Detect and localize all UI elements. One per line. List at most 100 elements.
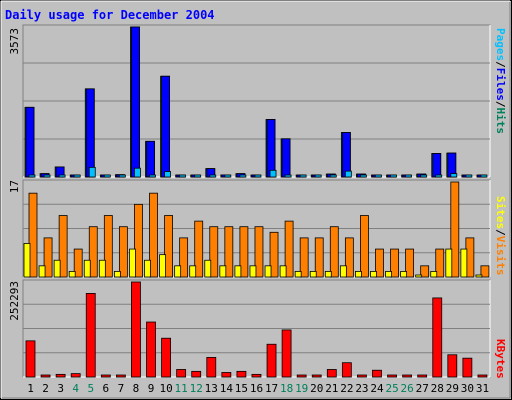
- files-bar: [25, 106, 35, 178]
- visits-bar: [269, 231, 279, 278]
- visits-bar: [480, 265, 490, 278]
- sites-bar: [370, 271, 377, 278]
- files-bar: [131, 26, 140, 178]
- pages-bar: [149, 174, 156, 178]
- sites-bar: [159, 254, 166, 278]
- kbytes-bar: [296, 374, 307, 378]
- kbytes-bar: [100, 374, 111, 378]
- panel-visits: [22, 179, 491, 278]
- sites-bar: [174, 265, 182, 278]
- files-bar: [161, 75, 170, 178]
- pages-bar: [360, 174, 367, 178]
- pages-bar: [284, 174, 292, 178]
- x-tick-label: 29: [446, 382, 459, 395]
- files-bar: [281, 138, 291, 178]
- sites-bar: [53, 259, 61, 278]
- kbytes-bar: [341, 362, 352, 378]
- visits-bar: [224, 226, 234, 278]
- kbytes-bar: [236, 370, 247, 378]
- pages-bar: [103, 174, 111, 178]
- visits-bar: [209, 226, 219, 278]
- visits-bar: [179, 237, 189, 278]
- files-bar: [146, 140, 155, 178]
- sites-bar: [144, 259, 151, 278]
- sites-bar: [113, 271, 121, 278]
- sites-bar: [189, 265, 197, 278]
- visits-bar: [435, 248, 445, 278]
- kbytes-bar: [85, 293, 96, 378]
- visits-bar: [254, 226, 264, 278]
- files-bar: [266, 119, 276, 178]
- pages-bar: [314, 174, 322, 178]
- visits-bar: [314, 237, 324, 278]
- hits-side-legend: Pages/Files/Hits: [494, 28, 507, 134]
- x-tick-label: 24: [370, 382, 384, 395]
- x-tick-label: 14: [220, 382, 234, 395]
- visits-bar: [194, 220, 204, 278]
- pages-bar: [179, 174, 187, 178]
- x-tick-label: 16: [250, 382, 263, 395]
- x-tick-label: 9: [148, 382, 155, 395]
- sites-bar: [415, 274, 423, 278]
- kbytes-bar: [131, 281, 141, 378]
- visits-bar: [239, 226, 249, 278]
- pages-bar: [435, 174, 443, 178]
- pages-bar: [58, 174, 66, 178]
- kbytes-bar: [55, 373, 66, 378]
- kbytes-bar: [191, 370, 202, 378]
- pages-bar: [269, 169, 277, 178]
- x-tick-label: 17: [265, 382, 278, 395]
- visits-bar: [405, 248, 415, 278]
- sites-bar: [249, 265, 257, 278]
- kbytes-bar: [266, 343, 277, 378]
- kbytes-bar: [25, 340, 36, 378]
- hits-ymax-label: 3573: [8, 28, 21, 55]
- visits-bar: [344, 237, 354, 278]
- x-tick-label: 13: [205, 382, 218, 395]
- visits-bar: [134, 203, 143, 278]
- kbytes-bar: [206, 357, 217, 378]
- x-tick-label: 2: [42, 382, 49, 395]
- pages-bar: [43, 174, 51, 178]
- kbytes-bar: [70, 373, 81, 378]
- visits-bar: [73, 248, 83, 278]
- kbytes-side-legend: KBytes: [494, 339, 507, 379]
- pages-bar: [28, 174, 36, 178]
- visits-bar: [118, 226, 128, 278]
- visits-bar: [329, 226, 339, 278]
- pages-bar: [450, 173, 458, 178]
- sites-bar: [385, 271, 392, 278]
- sites-bar: [129, 248, 136, 278]
- sites-bar: [309, 271, 317, 278]
- pages-bar: [480, 174, 488, 178]
- sites-bar: [264, 265, 272, 278]
- kbytes-bar: [251, 373, 262, 378]
- x-tick-label: 12: [190, 382, 203, 395]
- kbytes-bar: [40, 374, 51, 378]
- x-tick-label: 3: [57, 382, 64, 395]
- visits-legend-part: /: [494, 229, 507, 236]
- visits-bar: [149, 192, 158, 278]
- pages-bar: [344, 170, 352, 178]
- sites-bar: [324, 271, 332, 278]
- visits-legend-part: Visits: [494, 236, 507, 276]
- sites-bar: [460, 248, 468, 278]
- panel-kbytes: [22, 279, 491, 378]
- pages-bar: [164, 171, 171, 178]
- hits-legend-part: Pages: [494, 28, 507, 61]
- panel-hits: [22, 24, 491, 178]
- x-tick-label: 26: [401, 382, 414, 395]
- visits-bar: [375, 248, 384, 278]
- sites-bar: [445, 248, 453, 278]
- kbytes-bar: [326, 369, 337, 378]
- pages-bar: [118, 174, 126, 178]
- hits-legend-part: /: [494, 101, 507, 108]
- x-tick-label: 30: [461, 382, 474, 395]
- kbytes-bar: [417, 374, 428, 378]
- kbytes-bar: [176, 369, 187, 378]
- sites-bar: [219, 265, 227, 278]
- kbytes-bar: [161, 337, 171, 378]
- x-tick-label: 11: [175, 382, 188, 395]
- visits-side-legend: Sites/Visits: [494, 196, 507, 276]
- sites-bar: [430, 271, 438, 278]
